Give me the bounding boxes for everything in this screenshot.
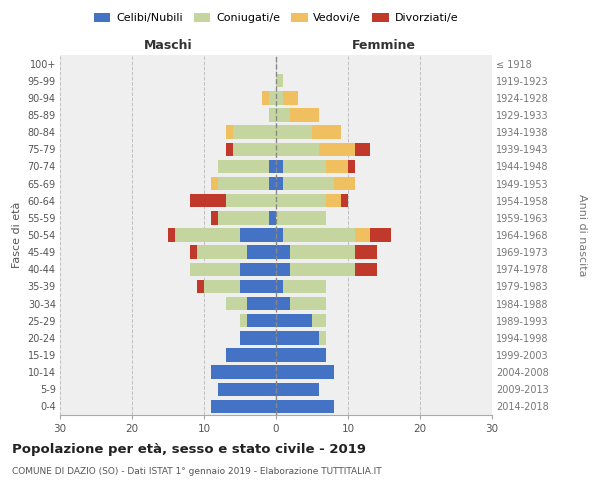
Bar — [247, 246, 276, 259]
Bar — [276, 366, 334, 379]
Bar — [190, 262, 240, 276]
Bar — [276, 126, 312, 139]
Bar — [355, 228, 370, 241]
Bar — [240, 280, 276, 293]
Bar — [218, 177, 269, 190]
Bar — [283, 160, 326, 173]
Bar — [276, 262, 290, 276]
Bar — [276, 194, 326, 207]
Bar — [269, 160, 276, 173]
Bar — [355, 142, 370, 156]
Bar — [247, 314, 276, 328]
Bar — [269, 177, 276, 190]
Bar — [168, 228, 175, 241]
Bar — [290, 297, 326, 310]
Bar — [262, 91, 269, 104]
Bar — [370, 228, 391, 241]
Bar — [211, 211, 218, 224]
Bar — [312, 314, 326, 328]
Text: Popolazione per età, sesso e stato civile - 2019: Popolazione per età, sesso e stato civil… — [12, 442, 366, 456]
Bar — [341, 194, 348, 207]
Bar — [218, 382, 276, 396]
Bar — [218, 211, 269, 224]
Bar — [283, 91, 298, 104]
Bar — [175, 228, 240, 241]
Bar — [197, 246, 247, 259]
Bar — [276, 142, 319, 156]
Bar — [276, 228, 283, 241]
Bar — [276, 382, 319, 396]
Bar — [269, 211, 276, 224]
Y-axis label: Fasce di età: Fasce di età — [12, 202, 22, 268]
Bar — [247, 297, 276, 310]
Bar — [326, 160, 348, 173]
Bar — [355, 262, 377, 276]
Legend: Celibi/Nubili, Coniugati/e, Vedovi/e, Divorziati/e: Celibi/Nubili, Coniugati/e, Vedovi/e, Di… — [89, 8, 463, 28]
Bar — [276, 177, 283, 190]
Bar — [190, 194, 226, 207]
Bar — [204, 280, 240, 293]
Bar — [276, 348, 326, 362]
Bar — [276, 160, 283, 173]
Bar — [276, 331, 319, 344]
Bar — [226, 194, 276, 207]
Bar — [190, 246, 197, 259]
Bar — [226, 142, 233, 156]
Bar — [348, 160, 355, 173]
Bar — [276, 314, 312, 328]
Bar — [240, 331, 276, 344]
Bar — [290, 108, 319, 122]
Bar — [226, 348, 276, 362]
Bar — [276, 280, 283, 293]
Bar — [233, 126, 276, 139]
Bar — [240, 262, 276, 276]
Bar — [276, 91, 283, 104]
Bar — [276, 297, 290, 310]
Bar — [355, 246, 377, 259]
Bar — [211, 177, 218, 190]
Bar — [269, 91, 276, 104]
Bar — [276, 74, 283, 88]
Bar — [334, 177, 355, 190]
Bar — [319, 331, 326, 344]
Bar — [211, 400, 276, 413]
Bar — [283, 177, 334, 190]
Bar — [283, 280, 326, 293]
Bar — [283, 228, 355, 241]
Bar — [211, 366, 276, 379]
Bar — [319, 142, 355, 156]
Bar — [240, 314, 247, 328]
Text: Femmine: Femmine — [352, 38, 416, 52]
Bar — [269, 108, 276, 122]
Bar — [226, 126, 233, 139]
Bar — [290, 246, 355, 259]
Bar — [276, 211, 326, 224]
Bar — [312, 126, 341, 139]
Bar — [276, 108, 290, 122]
Bar — [276, 246, 290, 259]
Text: COMUNE DI DAZIO (SO) - Dati ISTAT 1° gennaio 2019 - Elaborazione TUTTITALIA.IT: COMUNE DI DAZIO (SO) - Dati ISTAT 1° gen… — [12, 468, 382, 476]
Bar — [233, 142, 276, 156]
Bar — [218, 160, 269, 173]
Text: Maschi: Maschi — [143, 38, 193, 52]
Bar — [240, 228, 276, 241]
Bar — [226, 297, 247, 310]
Bar — [290, 262, 355, 276]
Bar — [197, 280, 204, 293]
Bar — [326, 194, 341, 207]
Text: Anni di nascita: Anni di nascita — [577, 194, 587, 276]
Bar — [276, 400, 334, 413]
